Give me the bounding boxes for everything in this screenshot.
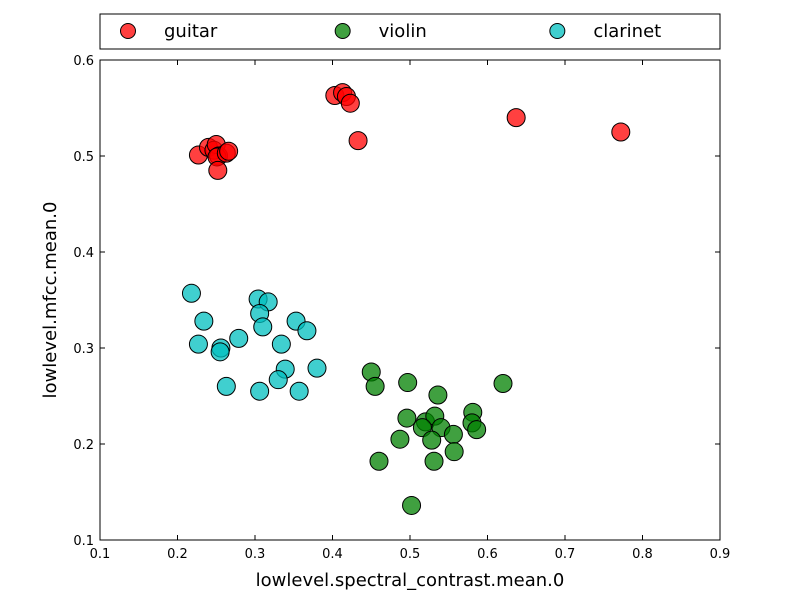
- legend-box: [99, 13, 721, 50]
- clarinet-point: [188, 334, 208, 354]
- violin-point: [365, 376, 385, 396]
- guitar-point: [340, 93, 360, 113]
- x-tick-label: 0.2: [167, 547, 188, 562]
- legend-label-guitar: guitar: [164, 21, 218, 42]
- x-tick-label: 0.4: [322, 547, 343, 562]
- x-tick-label: 0.3: [245, 547, 266, 562]
- clarinet-point: [271, 334, 291, 354]
- points-layer: [181, 83, 631, 515]
- clarinet-point: [229, 328, 249, 348]
- x-tick-label: 0.1: [90, 547, 111, 562]
- violin-point: [493, 374, 513, 394]
- legend-marker-violin: [334, 23, 351, 39]
- y-tick-label: 0.2: [73, 438, 94, 453]
- y-tick-label: 0.5: [73, 150, 94, 165]
- x-axis-label: lowlevel.spectral_contrast.mean.0: [256, 570, 565, 591]
- violin-point: [390, 429, 410, 449]
- legend-marker-clarinet: [549, 23, 566, 39]
- clarinet-point: [307, 358, 327, 378]
- y-axis-label: lowlevel.mfcc.mean.0: [40, 202, 61, 399]
- y-tick-label: 0.4: [73, 246, 94, 261]
- y-tick-label: 0.6: [73, 54, 94, 69]
- legend-label-violin: violin: [379, 21, 427, 42]
- violin-point: [467, 420, 487, 440]
- violin-point: [443, 424, 463, 444]
- violin-point: [397, 408, 417, 428]
- clarinet-point: [210, 342, 230, 362]
- clarinet-point: [194, 311, 214, 331]
- violin-point: [402, 495, 422, 515]
- guitar-point: [348, 131, 368, 151]
- clarinet-point: [268, 370, 288, 390]
- clarinet-point: [297, 321, 317, 341]
- violin-point: [424, 451, 444, 471]
- ticks-layer: 0.1 0.2 0.3 0.4 0.5 0.6 0.7 0.8 0.9 0.1 0.2 0.3 0.4 0…: [73, 54, 730, 562]
- clarinet-point: [289, 381, 309, 401]
- violin-point: [444, 442, 464, 462]
- y-tick-label: 0.3: [73, 342, 94, 357]
- clarinet-point: [253, 317, 273, 337]
- guitar-point: [219, 141, 239, 161]
- x-tick-label: 0.5: [400, 547, 421, 562]
- clarinet-point: [181, 283, 201, 303]
- guitar-point: [208, 160, 228, 180]
- x-tick-label: 0.6: [477, 547, 498, 562]
- violin-point: [398, 373, 418, 393]
- guitar-point: [506, 108, 526, 128]
- violin-point: [422, 430, 442, 450]
- x-tick-label: 0.7: [555, 547, 576, 562]
- clarinet-point: [250, 381, 270, 401]
- legend-label-clarinet: clarinet: [593, 21, 661, 42]
- x-tick-label: 0.9: [710, 547, 731, 562]
- violin-point: [369, 451, 389, 471]
- legend-items: guitar violin clarinet: [120, 21, 661, 42]
- clarinet-point: [216, 376, 236, 396]
- x-tick-label: 0.8: [632, 547, 653, 562]
- guitar-point: [611, 122, 631, 142]
- legend: guitar violin clarinet: [99, 13, 721, 50]
- legend-marker-guitar: [120, 23, 136, 39]
- violin-point: [428, 385, 448, 405]
- y-tick-label: 0.1: [73, 534, 94, 549]
